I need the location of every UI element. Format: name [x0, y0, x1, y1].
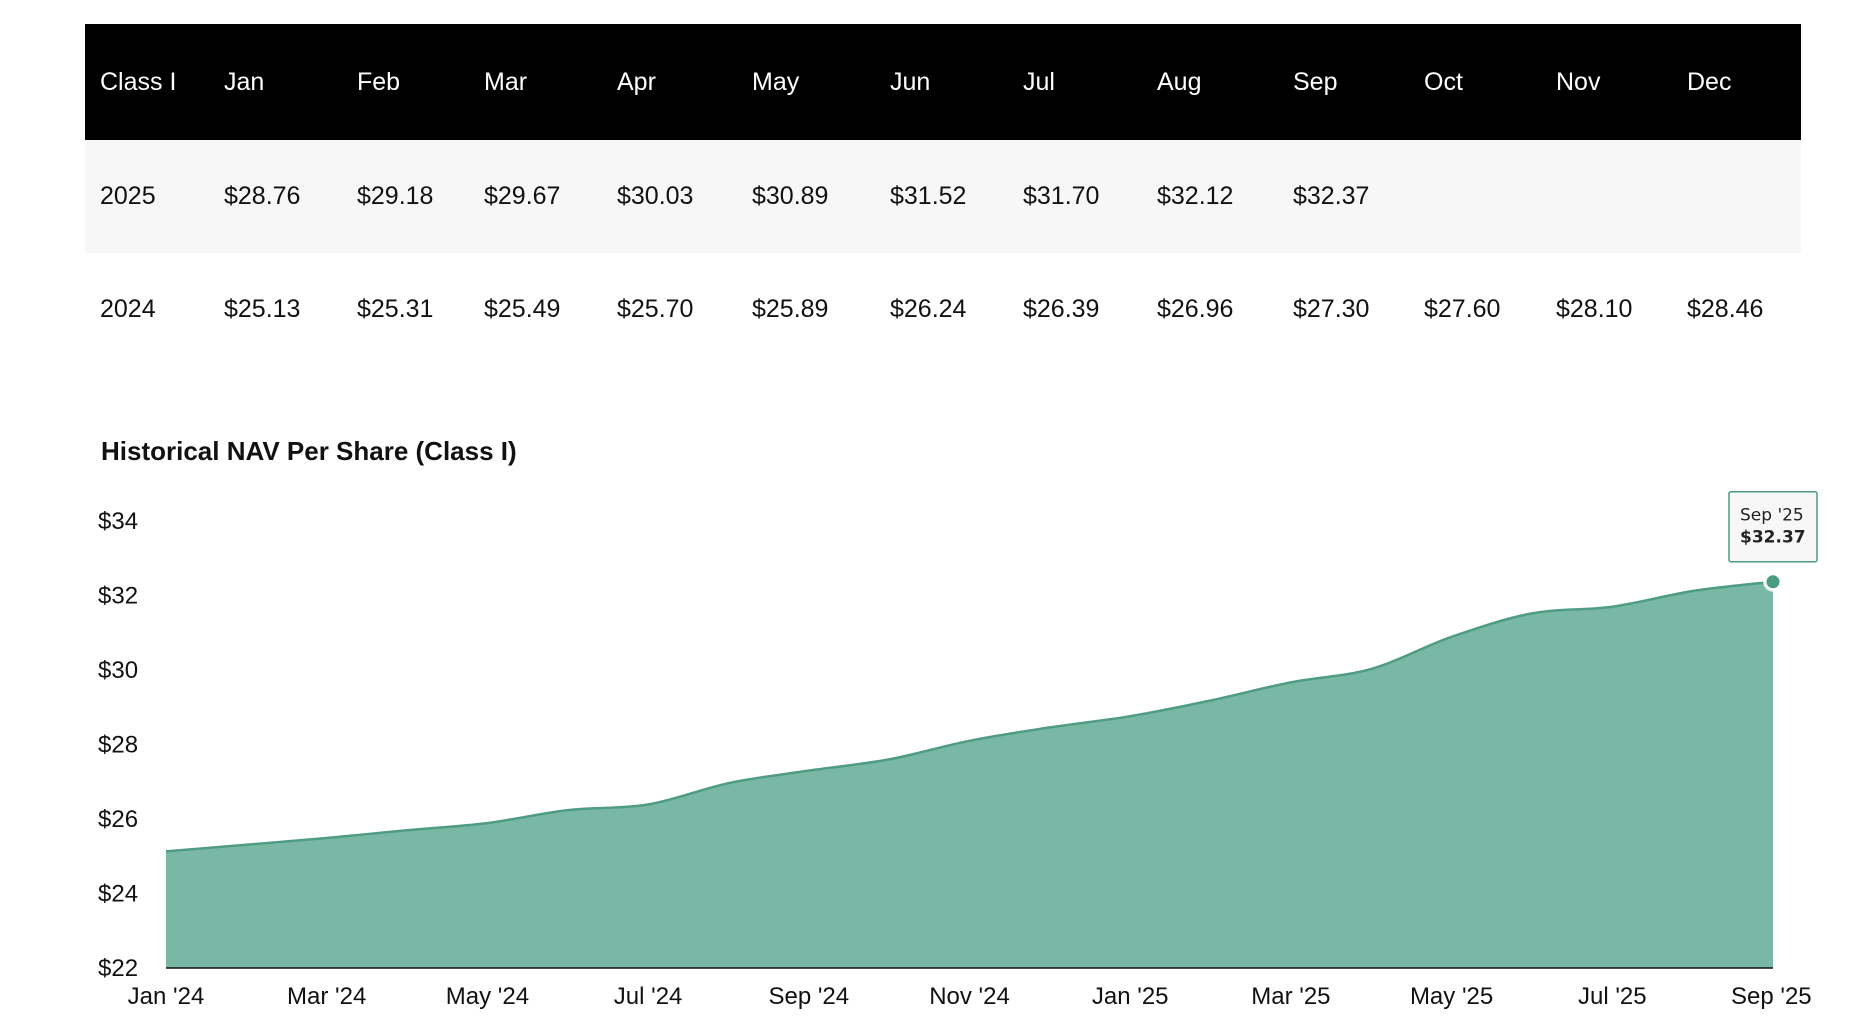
tooltip-date: Sep '25 [1740, 506, 1804, 526]
header-month: Dec [1687, 67, 1732, 96]
x-tick-label: Nov '24 [929, 983, 1010, 1010]
x-tick-label: Mar '25 [1251, 983, 1330, 1010]
data-point[interactable] [1526, 607, 1538, 619]
x-tick-label: Jul '24 [614, 983, 683, 1010]
nav-series-line [165, 580, 1774, 853]
nav-cell: $30.03 [617, 182, 694, 210]
nav-cell: $28.10 [1556, 295, 1633, 323]
nav-cell: $32.12 [1157, 182, 1234, 210]
nav-cell: $31.52 [890, 182, 967, 210]
data-point[interactable] [1687, 585, 1699, 597]
chart-title: Historical NAV Per Share (Class I) [101, 436, 517, 466]
nav-table: Class I Jan Feb Mar Apr May Jun Jul Aug Sep Oct Nov… [85, 24, 1801, 366]
header-month: Apr [617, 67, 656, 96]
y-tick-label: $32 [98, 583, 138, 610]
y-tick-label: $26 [98, 806, 138, 833]
data-point[interactable] [1044, 721, 1056, 733]
nav-cell: $26.96 [1157, 295, 1234, 323]
data-point[interactable] [321, 832, 333, 844]
x-tick-label: Mar '24 [287, 983, 366, 1010]
nav-cell: $25.31 [357, 295, 434, 323]
data-point[interactable] [1365, 663, 1377, 675]
row-year: 2025 [100, 182, 156, 210]
header-month: Oct [1424, 67, 1463, 96]
x-tick-label: Jan '25 [1092, 983, 1169, 1010]
header-month: Jun [890, 67, 931, 96]
table-header-row: Class I Jan Feb Mar Apr May Jun Jul Aug Sep Oct Nov… [85, 24, 1801, 140]
nav-cell: $27.30 [1293, 295, 1370, 323]
header-month: Jul [1023, 67, 1055, 96]
nav-cell: $28.46 [1687, 295, 1764, 323]
header-month: Jan [224, 67, 265, 96]
nav-cell: $32.37 [1293, 182, 1370, 210]
header-month: Mar [484, 67, 528, 96]
data-point[interactable] [1285, 676, 1297, 688]
x-tick-label: Jul '25 [1578, 983, 1647, 1010]
nav-cell: $29.67 [484, 182, 561, 210]
data-point[interactable] [964, 735, 976, 747]
data-tooltip: Sep '25$32.37 [1728, 490, 1818, 563]
header-month: Feb [357, 67, 401, 96]
y-tick-label: $28 [98, 732, 138, 759]
header-month: Nov [1556, 67, 1601, 96]
header-month: Sep [1293, 67, 1338, 96]
data-point[interactable] [883, 753, 895, 765]
data-point[interactable] [1446, 631, 1458, 643]
nav-cell: $26.24 [890, 295, 967, 323]
row-year: 2024 [100, 295, 156, 323]
last-point-marker[interactable] [1764, 573, 1782, 591]
data-point[interactable] [160, 845, 172, 857]
data-point[interactable] [562, 804, 574, 816]
data-point[interactable] [1124, 710, 1136, 722]
y-tick-label: $34 [98, 508, 138, 535]
table-row: 2025 $28.76 $29.18 $29.67 $30.03 $30.89 $31.52… [85, 140, 1801, 253]
x-tick-label: May '24 [446, 983, 529, 1010]
table-row: 2024 $25.13 $25.31 $25.49 $25.70 $25.89 $26.24… [85, 253, 1801, 366]
y-tick-label: $24 [98, 881, 138, 908]
x-tick-label: Jan '24 [128, 983, 205, 1010]
data-point[interactable] [1205, 695, 1217, 707]
nav-cell: $25.13 [224, 295, 301, 323]
nav-cell: $30.89 [752, 182, 829, 210]
nav-cell: $31.70 [1023, 182, 1100, 210]
data-point[interactable] [401, 824, 413, 836]
table-body: 2025 $28.76 $29.18 $29.67 $30.03 $30.89 $31.52… [85, 140, 1801, 366]
nav-cell: $28.76 [224, 182, 301, 210]
nav-cell: $25.70 [617, 295, 694, 323]
nav-cell: $25.49 [484, 295, 561, 323]
x-tick-label: Sep '24 [768, 983, 849, 1010]
header-month: Aug [1157, 67, 1202, 96]
nav-cell: $27.60 [1424, 295, 1501, 323]
nav-cell: $25.89 [752, 295, 829, 323]
data-point[interactable] [722, 777, 734, 789]
data-point[interactable] [803, 765, 815, 777]
x-tick-label: May '25 [1410, 983, 1493, 1010]
data-point[interactable] [240, 839, 252, 851]
y-tick-label: $22 [98, 955, 138, 982]
nav-cell: $26.39 [1023, 295, 1100, 323]
nav-area-fill [166, 581, 1773, 968]
tooltip-value: $32.37 [1740, 528, 1806, 548]
data-point[interactable] [1606, 601, 1618, 613]
nav-cell: $29.18 [357, 182, 434, 210]
header-share-class: Class I [100, 67, 177, 96]
header-month: May [752, 67, 800, 96]
y-tick-label: $30 [98, 657, 138, 684]
tooltip-box [1728, 490, 1818, 563]
x-tick-label: Sep '25 [1731, 983, 1812, 1010]
data-point[interactable] [481, 817, 493, 829]
data-point[interactable] [642, 798, 654, 810]
